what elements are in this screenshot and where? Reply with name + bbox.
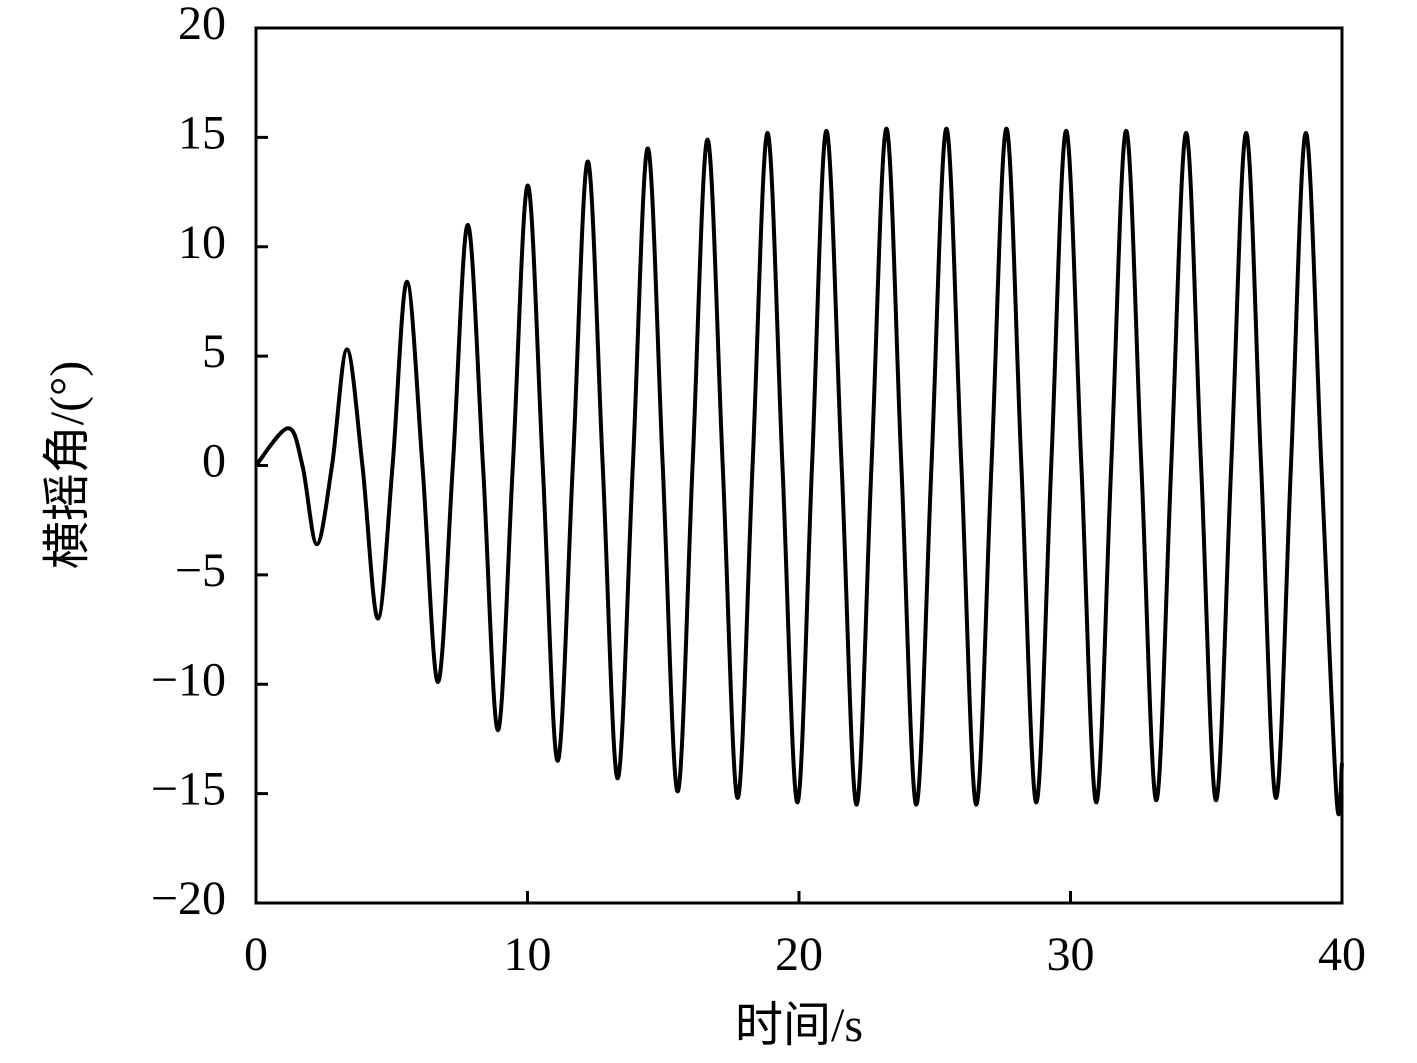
y-tick-label: −15 xyxy=(151,763,226,816)
x-tick-label: 30 xyxy=(1047,928,1095,981)
y-tick-label: 5 xyxy=(202,325,226,378)
y-tick-label: 0 xyxy=(202,435,226,488)
x-tick-label: 10 xyxy=(504,928,552,981)
y-axis-label: 横摇角/(°) xyxy=(41,361,94,570)
y-tick-label: −10 xyxy=(151,653,226,706)
y-tick-label: 20 xyxy=(178,0,226,50)
x-tick-label: 40 xyxy=(1318,928,1366,981)
data-line xyxy=(254,126,1344,817)
y-tick-label: 15 xyxy=(178,106,226,159)
y-tick-label: −5 xyxy=(175,544,226,597)
x-tick-label: 0 xyxy=(244,928,268,981)
x-axis-label: 时间/s xyxy=(735,999,863,1052)
x-tick-label: 20 xyxy=(775,928,823,981)
plot-frame xyxy=(254,26,1344,905)
y-tick-label: −20 xyxy=(151,872,226,925)
y-tick-label: 10 xyxy=(178,216,226,269)
